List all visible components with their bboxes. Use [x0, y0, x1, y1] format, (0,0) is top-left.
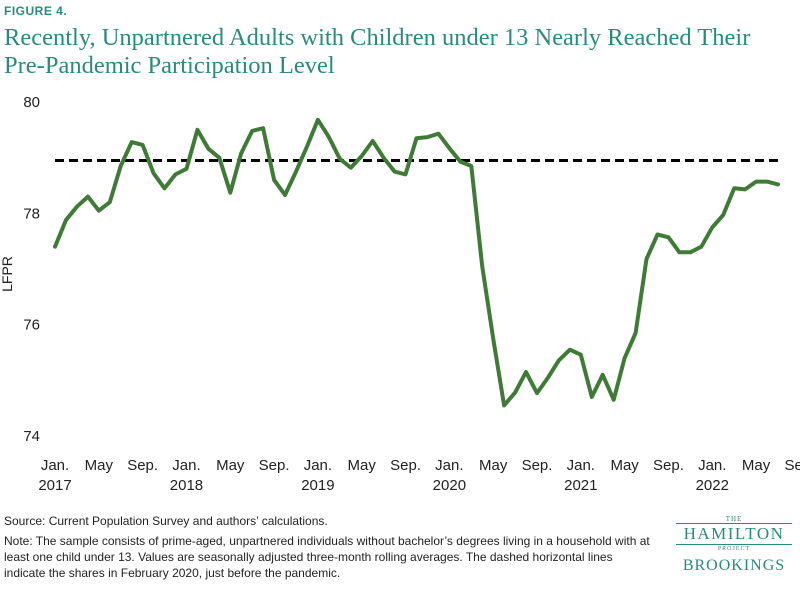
- y-tick-label: 76: [23, 317, 40, 334]
- chart-title: Recently, Unpartnered Adults with Childr…: [4, 24, 751, 79]
- x-tick-label: Sep.: [259, 457, 290, 474]
- x-tick-year-label: 2022: [696, 477, 729, 494]
- note-text: Note: The sample consists of prime-aged,…: [4, 534, 650, 580]
- y-tick-label: 80: [23, 94, 40, 111]
- x-tick-year-label: 2019: [301, 477, 334, 494]
- x-tick-label: Sep.: [653, 457, 684, 474]
- x-tick-year-label: 2017: [38, 477, 71, 494]
- x-tick-label: Jan.: [304, 457, 332, 474]
- x-tick-label: Sep.: [522, 457, 553, 474]
- x-tick-label: Sep.: [784, 457, 800, 474]
- x-tick-label: Jan.: [172, 457, 200, 474]
- x-tick-year-label: 2020: [433, 477, 466, 494]
- x-tick-label: May: [479, 457, 508, 474]
- x-tick-label: Jan.: [698, 457, 726, 474]
- x-tick-label: Jan.: [567, 457, 595, 474]
- x-tick-label: May: [348, 457, 377, 474]
- line-chart: 74 76 78 80 LFPR Jan. 2017 May Sep. Jan. 2018 May…: [0, 94, 800, 494]
- logo-brookings: BROOKINGS: [682, 557, 786, 574]
- logo-project: PROJECT: [717, 546, 751, 552]
- x-tick-year-label: 2021: [564, 477, 597, 494]
- x-tick-label: Sep.: [127, 457, 158, 474]
- source-text: Source: Current Population Survey and au…: [4, 514, 328, 528]
- y-tick-label: 78: [23, 205, 40, 222]
- x-axis-ticks: Jan. 2017 May Sep. Jan. 2018 May Sep. Jan. 2019 Ma…: [38, 457, 800, 494]
- x-tick-label: May: [742, 457, 771, 474]
- x-tick-label: May: [610, 457, 639, 474]
- logo-hamilton: HAMILTON: [676, 523, 792, 545]
- x-tick-year-label: 2018: [170, 477, 203, 494]
- y-tick-label: 74: [23, 428, 40, 445]
- x-tick-label: May: [216, 457, 245, 474]
- x-tick-label: May: [85, 457, 114, 474]
- x-tick-label: Sep.: [390, 457, 421, 474]
- x-tick-label: Jan.: [41, 457, 69, 474]
- figure-label: FIGURE 4.: [4, 4, 68, 18]
- hamilton-brookings-logo: THE HAMILTON PROJECT BROOKINGS: [672, 515, 796, 587]
- y-axis-label: LFPR: [0, 256, 15, 292]
- logo-the: THE: [725, 515, 743, 523]
- y-axis-ticks: 74 76 78 80: [23, 94, 40, 445]
- lfpr-series-line: [53, 117, 780, 408]
- x-tick-label: Jan.: [435, 457, 463, 474]
